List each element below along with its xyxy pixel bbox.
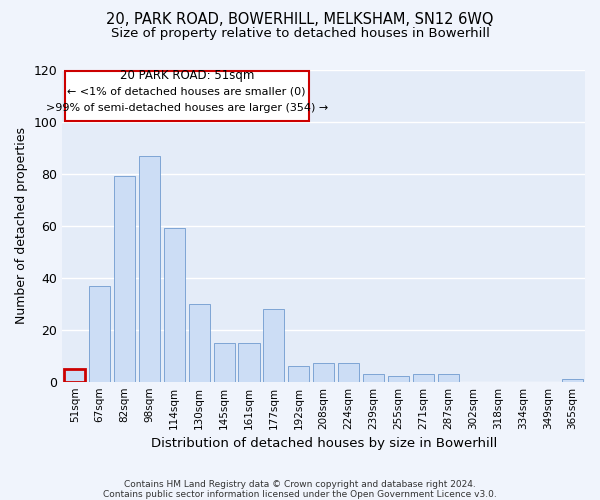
Text: >99% of semi-detached houses are larger (354) →: >99% of semi-detached houses are larger …	[46, 104, 328, 114]
Bar	[338, 364, 359, 382]
Bar	[363, 374, 384, 382]
Text: 20, PARK ROAD, BOWERHILL, MELKSHAM, SN12 6WQ: 20, PARK ROAD, BOWERHILL, MELKSHAM, SN12…	[106, 12, 494, 28]
Bar	[114, 176, 135, 382]
Bar	[288, 366, 310, 382]
Text: 20 PARK ROAD: 51sqm: 20 PARK ROAD: 51sqm	[119, 69, 254, 82]
Y-axis label: Number of detached properties: Number of detached properties	[15, 128, 28, 324]
Bar	[89, 286, 110, 382]
Bar	[313, 364, 334, 382]
Bar	[562, 379, 583, 382]
Bar	[164, 228, 185, 382]
Text: Size of property relative to detached houses in Bowerhill: Size of property relative to detached ho…	[110, 28, 490, 40]
Text: ← <1% of detached houses are smaller (0): ← <1% of detached houses are smaller (0)	[67, 87, 306, 97]
X-axis label: Distribution of detached houses by size in Bowerhill: Distribution of detached houses by size …	[151, 437, 497, 450]
Text: Contains public sector information licensed under the Open Government Licence v3: Contains public sector information licen…	[103, 490, 497, 499]
Text: Contains HM Land Registry data © Crown copyright and database right 2024.: Contains HM Land Registry data © Crown c…	[124, 480, 476, 489]
Bar	[238, 342, 260, 382]
Bar	[64, 368, 85, 382]
Bar	[214, 342, 235, 382]
Bar	[413, 374, 434, 382]
Bar	[388, 376, 409, 382]
Bar	[437, 374, 458, 382]
Bar	[139, 156, 160, 382]
Bar	[263, 309, 284, 382]
Bar	[188, 304, 210, 382]
